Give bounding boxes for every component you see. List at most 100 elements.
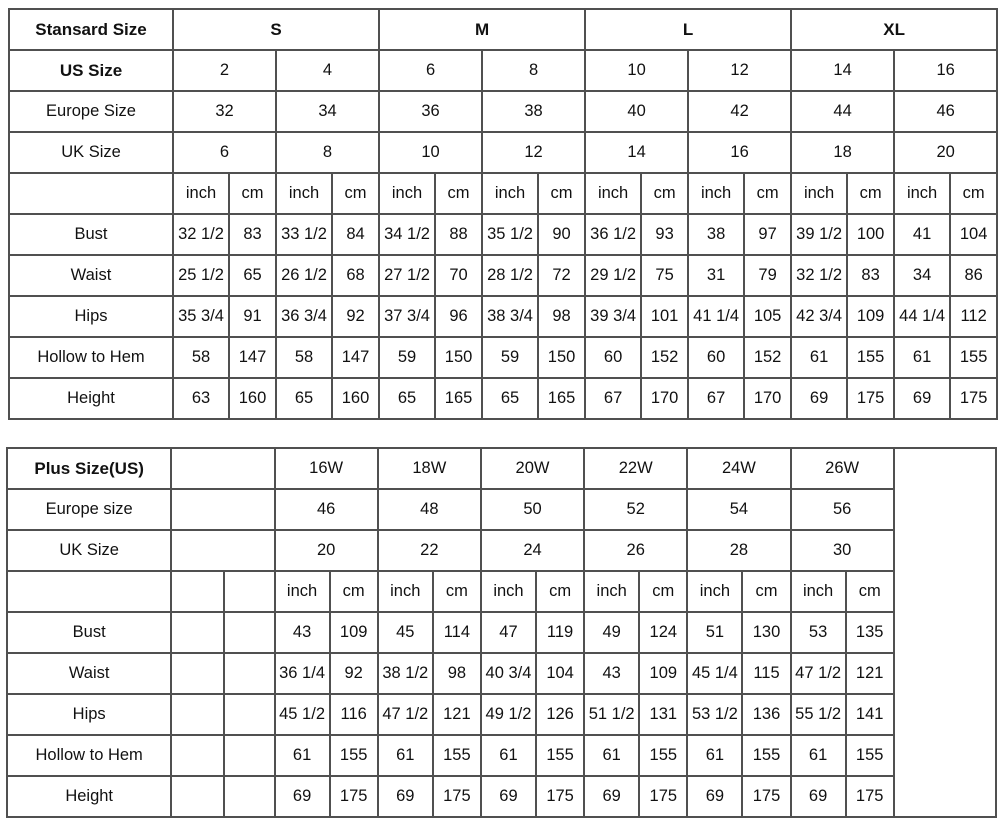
empty-cell bbox=[223, 652, 276, 695]
empty-cell bbox=[8, 172, 174, 215]
unit-inch: inch bbox=[481, 172, 540, 215]
unit-row: inch cm inch cm inch cm inch cm inch cm inch cm bbox=[5, 570, 996, 613]
uk-size-label: UK Size bbox=[8, 131, 174, 174]
measurement-value: 175 bbox=[846, 377, 896, 420]
unit-cm: cm bbox=[535, 570, 586, 613]
unit-inch: inch bbox=[479, 570, 538, 613]
measurement-value: 49 1/2 bbox=[479, 693, 538, 736]
measurement-value: 34 1/2 bbox=[378, 213, 437, 256]
us-size-value: 12 bbox=[687, 49, 793, 92]
measurement-value: 47 1/2 bbox=[376, 693, 434, 736]
measurement-value: 83 bbox=[846, 254, 896, 297]
uk-size-value: 24 bbox=[479, 529, 586, 572]
uk-size-value: 14 bbox=[584, 131, 690, 174]
unit-cm: cm bbox=[537, 172, 587, 215]
unit-cm: cm bbox=[846, 172, 896, 215]
unit-cm: cm bbox=[949, 172, 999, 215]
measurement-value: 91 bbox=[228, 295, 277, 338]
measurement-value: 175 bbox=[638, 775, 689, 818]
plus-size-value: 20W bbox=[479, 447, 586, 490]
measurement-value: 47 bbox=[479, 611, 538, 654]
measurement-label: Hollow to Hem bbox=[5, 734, 173, 777]
measurement-value: 58 bbox=[172, 336, 230, 379]
measurement-value: 92 bbox=[328, 652, 379, 695]
measurement-value: 175 bbox=[431, 775, 482, 818]
europe-size-value: 52 bbox=[583, 488, 689, 531]
measurement-row: Waist 36 1/4 92 38 1/2 98 40 3/4 104 43 109 45 1/… bbox=[5, 652, 996, 695]
measurement-value: 126 bbox=[535, 693, 586, 736]
letter-size-3: XL bbox=[790, 8, 999, 51]
measurement-value: 60 bbox=[584, 336, 643, 379]
measurement-value: 104 bbox=[949, 213, 999, 256]
uk-size-value: 8 bbox=[274, 131, 381, 174]
plus-size-row: Plus Size(US) 16W 18W 20W 22W 24W 26W bbox=[5, 447, 998, 818]
europe-size-value: 36 bbox=[378, 90, 484, 133]
measurement-label: Bust bbox=[8, 213, 174, 256]
measurement-value: 61 bbox=[893, 336, 952, 379]
uk-size-value: 20 bbox=[273, 529, 379, 572]
measurement-label: Height bbox=[5, 775, 173, 818]
measurement-value: 38 1/2 bbox=[376, 652, 434, 695]
measurement-value: 49 bbox=[583, 611, 641, 654]
measurement-value: 152 bbox=[743, 336, 793, 379]
measurement-value: 41 1/4 bbox=[687, 295, 746, 338]
empty-cell bbox=[170, 529, 276, 572]
measurement-value: 61 bbox=[789, 734, 847, 777]
measurement-value: 175 bbox=[328, 775, 379, 818]
plus-size-value: 26W bbox=[789, 447, 895, 490]
measurement-value: 155 bbox=[535, 734, 586, 777]
empty-cell bbox=[170, 734, 226, 777]
measurement-value: 59 bbox=[378, 336, 437, 379]
uk-size-value: 28 bbox=[686, 529, 792, 572]
measurement-value: 175 bbox=[741, 775, 792, 818]
measurement-value: 43 bbox=[273, 611, 331, 654]
measurement-value: 32 1/2 bbox=[172, 213, 230, 256]
measurement-label: Waist bbox=[8, 254, 174, 297]
measurement-row: Hips 35 3/4 91 36 3/4 92 37 3/4 96 38 3/4 98 39 3… bbox=[8, 295, 999, 338]
empty-cell bbox=[170, 447, 276, 490]
measurement-value: 53 1/2 bbox=[686, 693, 744, 736]
measurement-value: 38 3/4 bbox=[481, 295, 540, 338]
measurement-value: 27 1/2 bbox=[378, 254, 437, 297]
us-size-value: 14 bbox=[790, 49, 896, 92]
measurement-value: 39 3/4 bbox=[584, 295, 643, 338]
measurement-value: 36 1/4 bbox=[273, 652, 331, 695]
measurement-value: 65 bbox=[481, 377, 540, 420]
measurement-value: 65 bbox=[275, 377, 333, 420]
europe-size-value: 38 bbox=[481, 90, 587, 133]
measurement-value: 59 bbox=[481, 336, 540, 379]
measurement-row: Bust 32 1/2 83 33 1/2 84 34 1/2 88 35 1/2 90 36 1… bbox=[8, 213, 999, 256]
empty-cell bbox=[170, 611, 226, 654]
measurement-value: 109 bbox=[846, 295, 896, 338]
measurement-row: Height 63 160 65 160 65 165 65 165 67 170 67 170 69 17… bbox=[8, 377, 999, 420]
measurement-value: 115 bbox=[741, 652, 792, 695]
europe-size-value: 34 bbox=[274, 90, 381, 133]
unit-cm: cm bbox=[640, 172, 690, 215]
measurement-value: 61 bbox=[479, 734, 538, 777]
measurement-value: 175 bbox=[844, 775, 895, 818]
us-size-value: 2 bbox=[172, 49, 277, 92]
measurement-label: Height bbox=[8, 377, 174, 420]
measurement-value: 79 bbox=[743, 254, 793, 297]
measurement-value: 90 bbox=[537, 213, 587, 256]
unit-inch: inch bbox=[686, 570, 744, 613]
measurement-value: 29 1/2 bbox=[584, 254, 643, 297]
measurement-value: 93 bbox=[640, 213, 690, 256]
plus-size-header: Plus Size(US) bbox=[5, 447, 173, 490]
measurement-value: 131 bbox=[638, 693, 689, 736]
measurement-value: 69 bbox=[479, 775, 538, 818]
europe-size-value: 50 bbox=[479, 488, 586, 531]
europe-size-value: 48 bbox=[376, 488, 482, 531]
plus-size-value: 24W bbox=[686, 447, 792, 490]
measurement-value: 160 bbox=[330, 377, 381, 420]
measurement-value: 45 bbox=[376, 611, 434, 654]
uk-size-value: 26 bbox=[583, 529, 689, 572]
measurement-value: 86 bbox=[949, 254, 999, 297]
letter-size-0: S bbox=[171, 8, 381, 51]
measurement-value: 36 1/2 bbox=[584, 213, 643, 256]
measurement-label: Hips bbox=[8, 295, 174, 338]
measurement-value: 67 bbox=[584, 377, 643, 420]
measurement-value: 147 bbox=[330, 336, 381, 379]
measurement-value: 135 bbox=[844, 611, 895, 654]
measurement-value: 147 bbox=[228, 336, 277, 379]
